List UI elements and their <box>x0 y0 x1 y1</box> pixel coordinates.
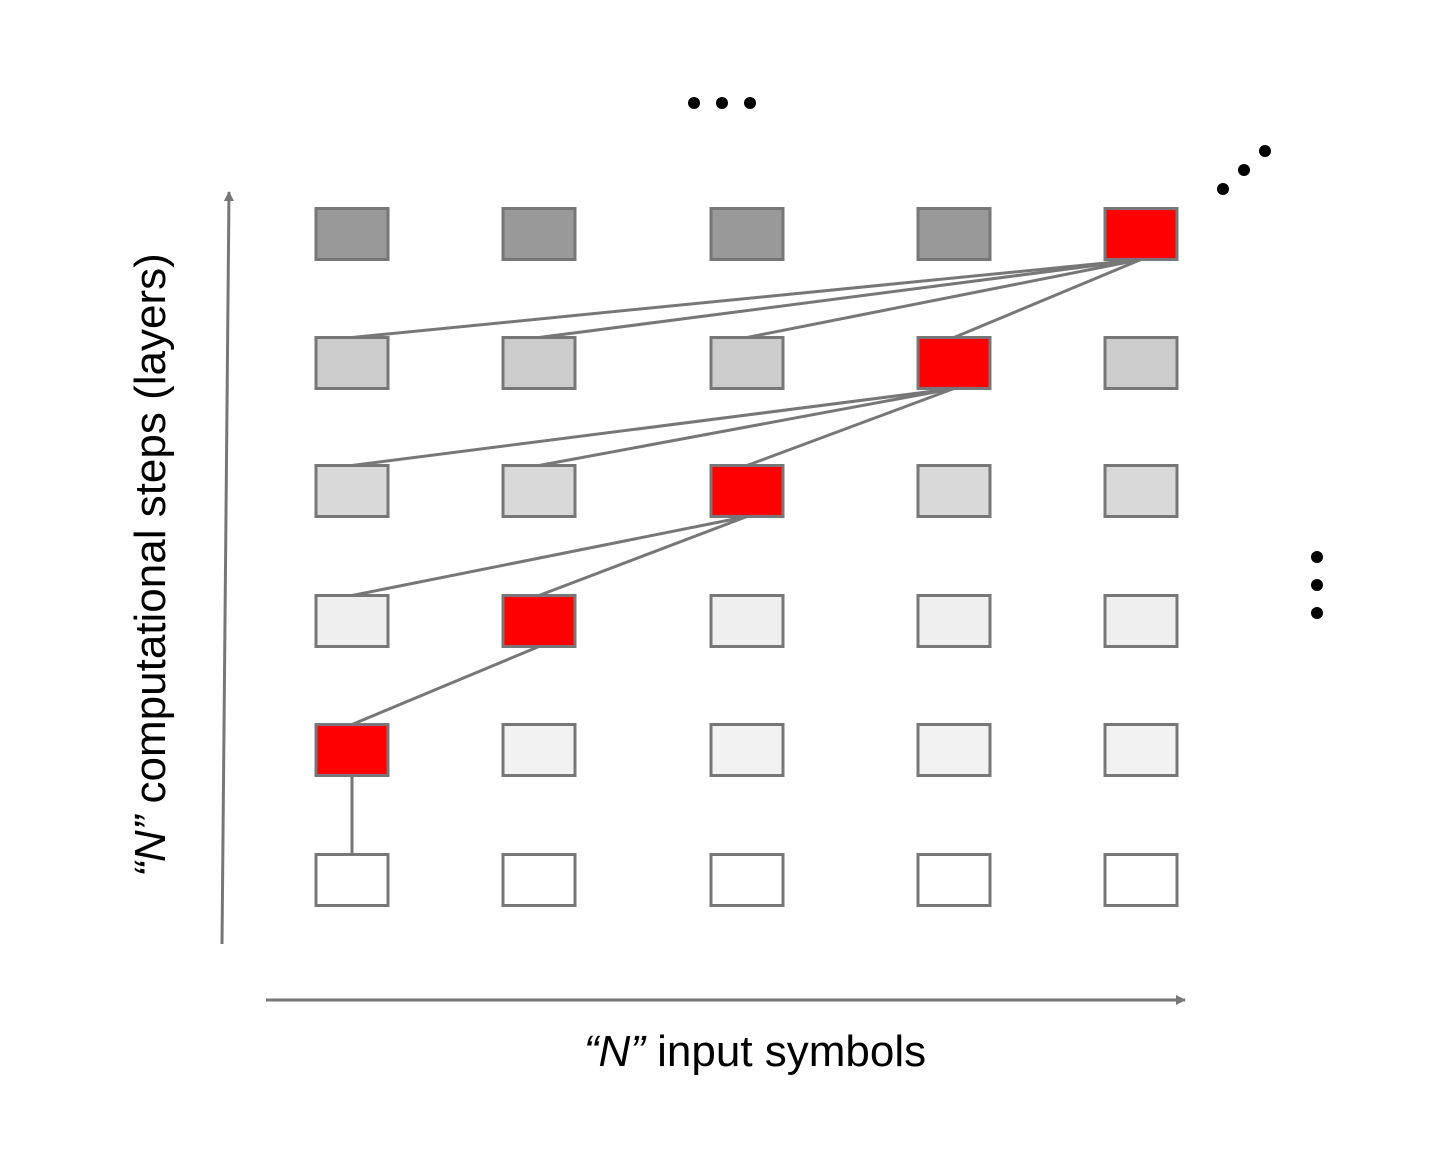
ellipsis-dot <box>688 97 700 109</box>
connection-line <box>953 258 1142 339</box>
connection-line <box>351 258 1142 339</box>
y-axis-label-quoted: “N” <box>126 813 175 876</box>
ellipsis-top-right <box>1217 145 1271 195</box>
ellipsis-dot <box>1311 551 1323 563</box>
ellipsis-dot <box>1311 579 1323 591</box>
grid-cell <box>709 853 785 907</box>
cell-grid <box>314 207 1179 907</box>
grid-cell <box>1103 594 1179 648</box>
ellipsis-dot <box>1259 145 1271 157</box>
grid-cell <box>314 336 390 390</box>
highlighted-cell <box>501 594 577 648</box>
y-axis-label-rest: computational steps (layers) <box>126 253 175 815</box>
connection-lines <box>350 258 1142 855</box>
y-axis-label: “N” computational steps (layers) <box>126 253 175 877</box>
highlighted-cell <box>709 464 785 518</box>
grid-cell <box>501 336 577 390</box>
x-axis-label-quoted: “N” <box>584 1027 647 1076</box>
ellipsis-dot <box>1217 183 1229 195</box>
connection-line <box>746 387 955 467</box>
ellipsis-top <box>688 97 756 109</box>
grid-cell <box>916 594 992 648</box>
x-axis-label-rest: input symbols <box>645 1027 926 1076</box>
grid-cell <box>709 594 785 648</box>
continuation-ellipses <box>688 97 1323 619</box>
highlighted-cell <box>314 723 390 777</box>
highlighted-cell <box>1103 207 1179 261</box>
highlighted-cell <box>916 336 992 390</box>
connection-line <box>538 258 1142 339</box>
ellipsis-dot <box>1238 164 1250 176</box>
grid-cell <box>1103 723 1179 777</box>
grid-cell <box>501 207 577 261</box>
grid-cell <box>916 464 992 518</box>
connection-line <box>538 387 955 467</box>
ellipsis-dot <box>1311 607 1323 619</box>
connection-line <box>746 258 1142 339</box>
grid-cell <box>501 723 577 777</box>
grid-cell <box>709 336 785 390</box>
grid-cell <box>501 464 577 518</box>
grid-cell <box>501 853 577 907</box>
grid-cell <box>1103 464 1179 518</box>
ellipsis-dot <box>716 97 728 109</box>
connection-line <box>351 387 955 467</box>
grid-cell <box>1103 853 1179 907</box>
grid-cell <box>314 853 390 907</box>
connection-line <box>351 515 748 597</box>
connection-line <box>538 515 748 597</box>
y-axis-arrow <box>220 191 234 945</box>
grid-cell <box>709 207 785 261</box>
grid-cell <box>916 853 992 907</box>
ellipsis-dot <box>744 97 756 109</box>
grid-cell <box>314 594 390 648</box>
connection-line <box>351 645 540 726</box>
grid-cell <box>314 464 390 518</box>
x-axis-label: “N” input symbols <box>584 1027 926 1076</box>
grid-cell <box>916 723 992 777</box>
grid-cell <box>916 207 992 261</box>
grid-cell <box>1103 336 1179 390</box>
ellipsis-right <box>1311 551 1323 619</box>
grid-cell <box>314 207 390 261</box>
grid-cell <box>709 723 785 777</box>
